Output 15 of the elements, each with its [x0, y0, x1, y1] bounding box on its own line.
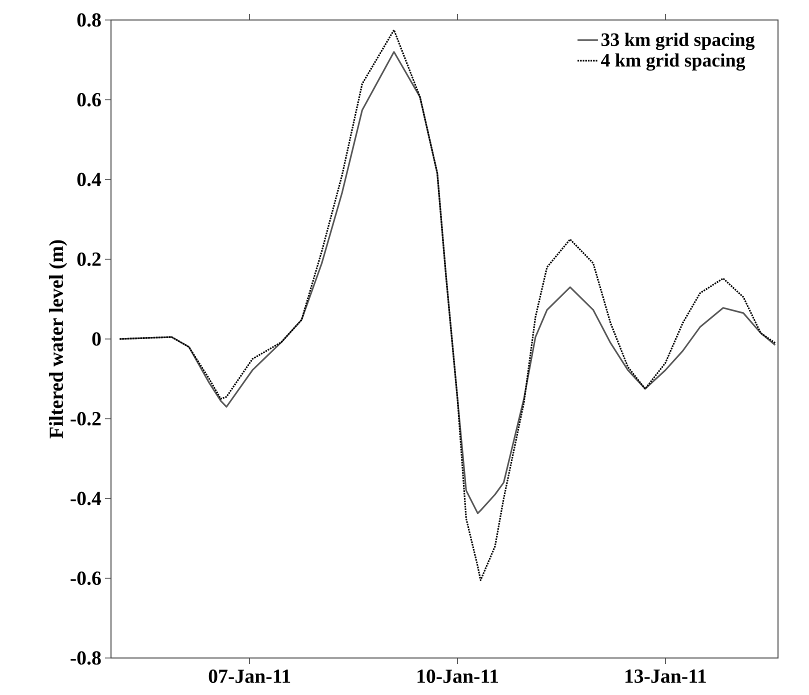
y-axis-title: Filtered water level (m) [49, 240, 68, 438]
y-tick-label: 0 [92, 332, 101, 346]
x-tick-label: 07-Jan-11 [208, 670, 290, 683]
y-tick-label: -0.4 [70, 492, 102, 506]
legend-label: 33 km grid spacing [601, 32, 755, 50]
y-tick-label: -0.8 [70, 651, 101, 665]
x-tick-label: 10-Jan-11 [418, 670, 498, 683]
y-tick-label: -0.6 [70, 571, 101, 586]
y-tick-label: 0.4 [77, 172, 102, 186]
y-tick-label: -0.2 [70, 412, 101, 426]
legend-label: 4 km grid spacing [600, 53, 746, 71]
y-tick-label: 0.6 [77, 92, 101, 107]
x-tick-label: 13-Jan-11 [625, 670, 706, 683]
y-tick-label: 0.8 [77, 13, 101, 27]
y-tick-label: 0.2 [77, 252, 101, 266]
